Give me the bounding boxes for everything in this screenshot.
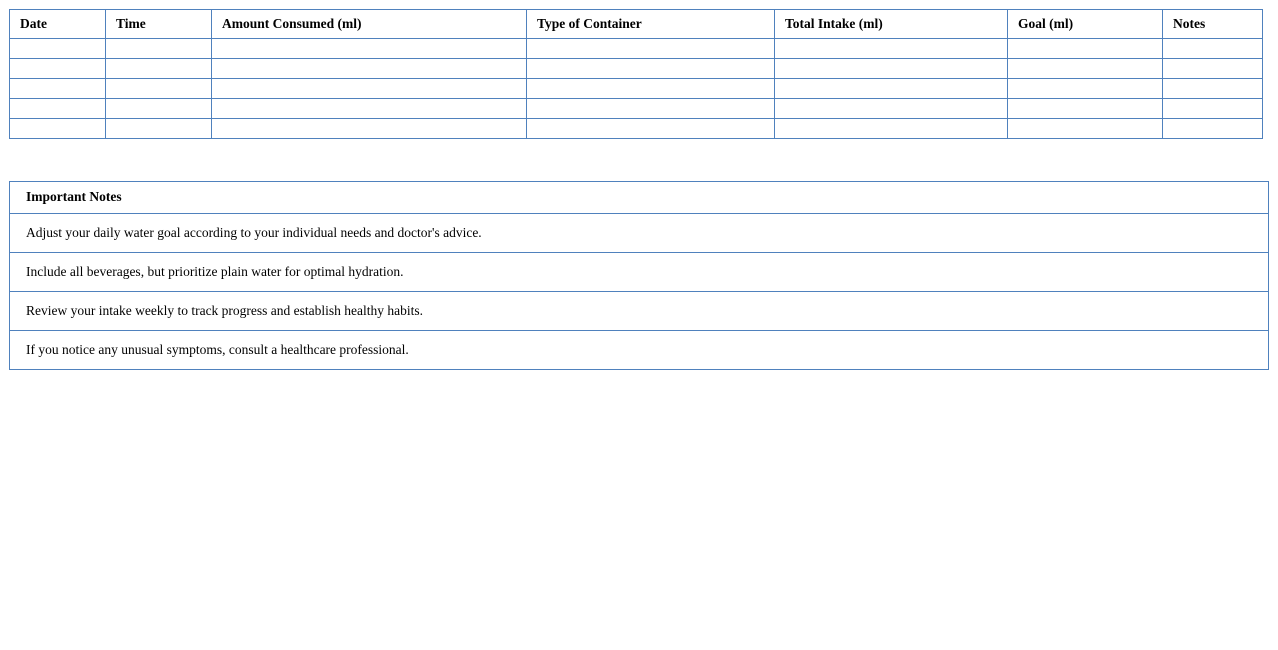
cell-time[interactable] — [105, 58, 212, 79]
water-intake-log-table: Date Time Amount Consumed (ml) Type of C… — [9, 9, 1263, 139]
cell-amount[interactable] — [211, 118, 527, 139]
cell-amount[interactable] — [211, 58, 527, 79]
list-item: Review your intake weekly to track progr… — [9, 291, 1269, 331]
column-header-time: Time — [105, 9, 212, 39]
cell-goal[interactable] — [1007, 58, 1163, 79]
column-header-goal: Goal (ml) — [1007, 9, 1163, 39]
table-row[interactable] — [9, 58, 1263, 79]
cell-goal[interactable] — [1007, 118, 1163, 139]
cell-total[interactable] — [774, 58, 1008, 79]
cell-container[interactable] — [526, 38, 775, 59]
cell-container[interactable] — [526, 58, 775, 79]
cell-date[interactable] — [9, 78, 106, 99]
note-item-text: Adjust your daily water goal according t… — [9, 213, 1269, 253]
cell-date[interactable] — [9, 58, 106, 79]
water-intake-log-section: Date Time Amount Consumed (ml) Type of C… — [9, 9, 1263, 139]
note-item-text: Include all beverages, but prioritize pl… — [9, 252, 1269, 292]
cell-goal[interactable] — [1007, 98, 1163, 119]
cell-container[interactable] — [526, 98, 775, 119]
column-header-amount: Amount Consumed (ml) — [211, 9, 527, 39]
cell-amount[interactable] — [211, 38, 527, 59]
column-header-total: Total Intake (ml) — [774, 9, 1008, 39]
cell-time[interactable] — [105, 118, 212, 139]
cell-date[interactable] — [9, 118, 106, 139]
notes-header-row: Important Notes — [9, 181, 1269, 214]
column-header-notes: Notes — [1162, 9, 1263, 39]
notes-section-title: Important Notes — [9, 181, 1269, 214]
note-item-text: Review your intake weekly to track progr… — [9, 291, 1269, 331]
table-header-row: Date Time Amount Consumed (ml) Type of C… — [9, 9, 1263, 39]
cell-time[interactable] — [105, 78, 212, 99]
cell-amount[interactable] — [211, 98, 527, 119]
table-row[interactable] — [9, 38, 1263, 59]
list-item: Adjust your daily water goal according t… — [9, 213, 1269, 253]
cell-total[interactable] — [774, 78, 1008, 99]
cell-goal[interactable] — [1007, 78, 1163, 99]
cell-notes[interactable] — [1162, 38, 1263, 59]
column-header-date: Date — [9, 9, 106, 39]
list-item: If you notice any unusual symptoms, cons… — [9, 330, 1269, 370]
cell-container[interactable] — [526, 78, 775, 99]
table-row[interactable] — [9, 78, 1263, 99]
cell-total[interactable] — [774, 98, 1008, 119]
cell-date[interactable] — [9, 38, 106, 59]
cell-total[interactable] — [774, 38, 1008, 59]
important-notes-section: Important Notes Adjust your daily water … — [9, 181, 1269, 370]
note-item-text: If you notice any unusual symptoms, cons… — [9, 330, 1269, 370]
cell-notes[interactable] — [1162, 118, 1263, 139]
cell-notes[interactable] — [1162, 98, 1263, 119]
important-notes-table: Important Notes Adjust your daily water … — [9, 181, 1269, 370]
table-row[interactable] — [9, 118, 1263, 139]
cell-container[interactable] — [526, 118, 775, 139]
table-row[interactable] — [9, 98, 1263, 119]
cell-notes[interactable] — [1162, 78, 1263, 99]
cell-goal[interactable] — [1007, 38, 1163, 59]
cell-date[interactable] — [9, 98, 106, 119]
column-header-container: Type of Container — [526, 9, 775, 39]
cell-time[interactable] — [105, 38, 212, 59]
cell-time[interactable] — [105, 98, 212, 119]
list-item: Include all beverages, but prioritize pl… — [9, 252, 1269, 292]
cell-amount[interactable] — [211, 78, 527, 99]
cell-total[interactable] — [774, 118, 1008, 139]
cell-notes[interactable] — [1162, 58, 1263, 79]
